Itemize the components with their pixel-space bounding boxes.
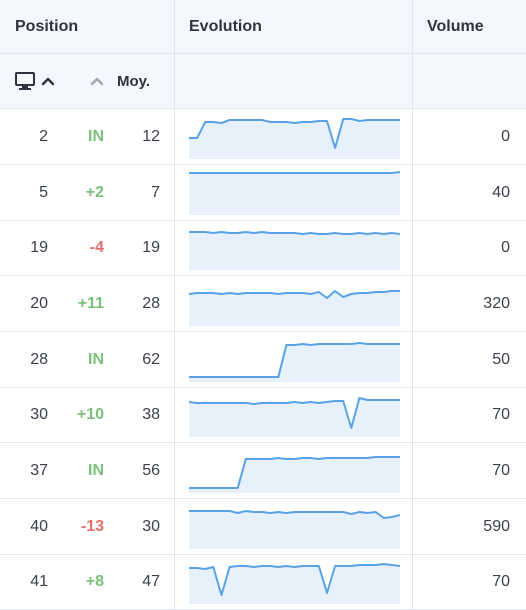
sparkline-area (189, 291, 400, 326)
column-header-volume[interactable]: Volume (427, 17, 484, 35)
sparkline-area (189, 457, 400, 493)
sparkline-line (189, 231, 400, 235)
sparkline-area (189, 343, 400, 382)
evolution-sparkline[interactable] (189, 115, 400, 159)
evolution-sparkline[interactable] (189, 338, 400, 382)
volume-value: 590 (483, 517, 510, 535)
sparkline-area (189, 172, 400, 215)
sparkline-line (189, 456, 400, 489)
table-row[interactable]: 30 +10 38 70 (0, 387, 526, 443)
volume-value: 0 (501, 127, 510, 145)
sparkline-area (189, 119, 400, 159)
average-value: 12 (142, 127, 160, 145)
sort-current-position-button[interactable] (15, 54, 55, 108)
volume-value: 50 (492, 350, 510, 368)
table-row[interactable]: 40 -13 30 590 (0, 499, 526, 555)
average-value: 28 (142, 294, 160, 312)
position-change: +2 (85, 183, 104, 201)
average-value: 47 (142, 572, 160, 590)
volume-value: 70 (492, 572, 510, 590)
position-value: 28 (30, 350, 48, 368)
monitor-icon (15, 72, 35, 90)
average-value: 30 (142, 517, 160, 535)
table-subheader (0, 54, 526, 109)
average-value: 62 (142, 350, 160, 368)
evolution-sparkline[interactable] (189, 560, 400, 604)
sort-average-button[interactable]: Moy. (89, 54, 150, 108)
column-header-position[interactable]: Position (15, 17, 79, 35)
column-divider (412, 0, 413, 610)
chevron-up-icon (41, 77, 55, 86)
position-value: 2 (39, 127, 48, 145)
header-fade-overlay (481, 10, 526, 44)
evolution-sparkline[interactable] (189, 449, 400, 493)
position-change: +8 (85, 572, 104, 590)
position-change: +10 (76, 405, 104, 423)
sparkline-area (189, 564, 400, 604)
volume-value: 70 (492, 405, 510, 423)
table-row[interactable]: 2 IN 12 0 (0, 109, 526, 165)
average-value: 38 (142, 405, 160, 423)
volume-value: 320 (483, 294, 510, 312)
sparkline-area (189, 232, 400, 270)
sparkline-line (189, 290, 400, 299)
evolution-sparkline[interactable] (189, 393, 400, 437)
position-change: IN (88, 461, 104, 479)
table-row[interactable]: 20 +11 28 320 (0, 276, 526, 332)
position-change: +11 (77, 294, 104, 312)
average-column-label: Moy. (117, 72, 151, 90)
position-change: -4 (89, 238, 104, 256)
table-header: Position Evolution Volume (0, 0, 526, 54)
evolution-sparkline[interactable] (189, 226, 400, 270)
column-divider (174, 0, 175, 610)
evolution-sparkline[interactable] (189, 505, 400, 549)
volume-value: 0 (501, 238, 510, 256)
position-value: 19 (30, 238, 48, 256)
sparkline-area (189, 511, 400, 549)
position-value: 30 (30, 405, 48, 423)
average-value: 7 (151, 183, 160, 201)
position-value: 37 (30, 461, 48, 479)
evolution-sparkline[interactable] (189, 282, 400, 326)
sparkline-line (189, 118, 400, 149)
position-value: 40 (30, 517, 48, 535)
volume-value: 40 (492, 183, 510, 201)
evolution-sparkline[interactable] (189, 171, 400, 215)
table-row[interactable]: 19 -4 19 0 (0, 220, 526, 276)
sparkline-line (189, 342, 400, 378)
sparkline-area (189, 398, 400, 437)
position-change: IN (88, 350, 104, 368)
position-change: -13 (80, 517, 104, 535)
position-value: 41 (30, 572, 48, 590)
sparkline-line (189, 563, 400, 596)
column-header-evolution: Evolution (189, 17, 262, 35)
volume-value: 70 (492, 461, 510, 479)
table-row[interactable]: 37 IN 56 70 (0, 443, 526, 499)
position-value: 20 (30, 294, 48, 312)
position-change: IN (88, 127, 104, 145)
chevron-up-icon (90, 77, 104, 86)
table-row[interactable]: 5 +2 7 40 (0, 165, 526, 221)
sparkline-line (189, 397, 400, 429)
average-value: 56 (142, 461, 160, 479)
table-row[interactable]: 41 +8 47 70 (0, 554, 526, 610)
sparkline-line (189, 510, 400, 519)
table-row[interactable]: 28 IN 62 50 (0, 332, 526, 388)
average-value: 19 (142, 238, 160, 256)
sparkline-line (189, 171, 400, 174)
position-value: 5 (39, 183, 48, 201)
